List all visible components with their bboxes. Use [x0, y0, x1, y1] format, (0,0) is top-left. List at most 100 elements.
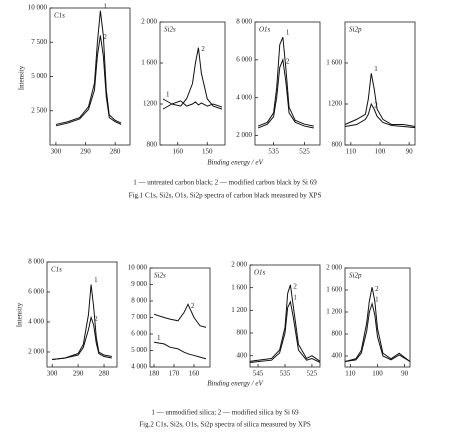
series-label: 2: [201, 45, 205, 53]
y-tick-label: 6 000: [236, 55, 252, 63]
panel-label: Si2p: [349, 272, 362, 280]
series-label: 2: [293, 282, 297, 290]
x-axis-label: Binding energy / eV: [207, 380, 263, 388]
spectrum-line: [344, 73, 416, 128]
figure-caption: Fig.2 C1s, Si2s, O1s, Si2p spectra of si…: [139, 421, 311, 429]
y-tick-label: 1 600: [326, 286, 342, 294]
series-label: 2: [374, 102, 378, 110]
x-tick-label: 160: [172, 148, 183, 156]
y-tick-label: 800: [332, 141, 343, 149]
series-label: 2: [94, 315, 98, 323]
y-tick-label: 2 000: [231, 261, 247, 269]
x-tick-label: 100: [375, 148, 386, 156]
series-label: 2: [375, 285, 379, 293]
series-label: 2: [103, 33, 107, 41]
y-tick-label: 5 000: [31, 72, 47, 80]
x-tick-label: 525: [299, 148, 310, 156]
panel-label: C1s: [54, 12, 65, 20]
y-tick-label: 8 000: [28, 258, 44, 266]
y-tick-label: 1 600: [326, 59, 342, 67]
plot-frame: [344, 267, 411, 368]
y-tick-label: 6 000: [131, 330, 147, 338]
x-tick-label: 290: [73, 370, 84, 378]
series-label: 2: [191, 302, 195, 310]
spectrum-line: [249, 284, 321, 362]
y-tick-label: 10 000: [28, 4, 48, 12]
series-label: 1: [166, 90, 170, 98]
spectrum-line: [344, 287, 411, 362]
x-tick-label: 535: [268, 148, 279, 156]
y-tick-label: 4 000: [131, 363, 147, 371]
y-tick-label: 2 000: [236, 131, 252, 139]
y-tick-label: 800: [147, 141, 158, 149]
y-tick-label: 2 500: [31, 106, 47, 114]
x-tick-label: 300: [47, 370, 58, 378]
x-tick-label: 535: [280, 370, 291, 378]
y-tick-label: 1 200: [231, 306, 247, 314]
x-tick-label: 280: [99, 370, 110, 378]
series-label: 1: [286, 29, 290, 37]
x-tick-label: 110: [346, 148, 357, 156]
series-label: 1: [293, 293, 297, 301]
y-tick-label: 10 000: [128, 264, 148, 272]
plot-frame: [249, 264, 321, 368]
y-tick-label: 5 000: [131, 346, 147, 354]
panel-label: O1s: [254, 269, 266, 277]
x-tick-label: 160: [189, 370, 200, 378]
x-axis-label: Binding energy / eV: [207, 159, 263, 167]
plot-frame: [254, 21, 321, 146]
spectrum-line: [162, 98, 223, 108]
series-label: 1: [375, 295, 379, 303]
y-tick-label: 6 000: [28, 288, 44, 296]
spectrum-line: [52, 315, 112, 360]
plot-frame: [159, 21, 226, 146]
y-tick-label: 8 000: [131, 297, 147, 305]
spectrum-line: [153, 341, 207, 360]
legend-note: 1 — unmodified silica; 2 — modified sili…: [151, 409, 299, 417]
y-tick-label: 800: [332, 330, 343, 338]
plot-frame: [46, 261, 118, 368]
y-tick-label: 1200: [143, 100, 158, 108]
x-tick-label: 110: [345, 370, 356, 378]
y-tick-label: 2 000: [141, 18, 157, 26]
series-label: 1: [103, 2, 107, 10]
spectrum-line: [249, 300, 321, 363]
spectrum-line: [344, 301, 411, 362]
x-tick-label: 280: [110, 148, 121, 156]
y-tick-label: 800: [237, 329, 248, 337]
x-tick-label: 100: [372, 370, 383, 378]
x-tick-label: 90: [401, 370, 409, 378]
panel-label: Si2s: [164, 26, 176, 34]
x-tick-label: 290: [80, 148, 91, 156]
spectrum-line: [52, 284, 112, 360]
y-tick-label: 1 200: [326, 308, 342, 316]
x-tick-label: 150: [202, 148, 213, 156]
y-tick-label: 2 000: [326, 264, 342, 272]
spectrum-line: [55, 35, 122, 127]
y-axis-label: Intensity: [16, 302, 24, 327]
x-tick-label: 170: [169, 370, 180, 378]
y-tick-label: 7 500: [31, 38, 47, 46]
y-tick-label: 400: [237, 351, 248, 359]
panel-label: C1s: [51, 266, 62, 274]
spectrum-line: [257, 36, 314, 127]
spectrum-line: [153, 303, 207, 328]
legend-note: 1 — untreated carbon black; 2 — modified…: [133, 179, 317, 187]
figure-caption: Fig.1 C1s, Si2s, O1s, Si2p spectra of ca…: [129, 192, 322, 200]
x-tick-label: 90: [406, 148, 414, 156]
y-tick-label: 9 000: [131, 280, 147, 288]
y-tick-label: 8 000: [236, 18, 252, 26]
x-tick-label: 300: [51, 148, 62, 156]
y-tick-label: 7 000: [131, 313, 147, 321]
series-label: 2: [286, 57, 290, 65]
y-tick-label: 1 600: [141, 59, 157, 67]
spectrum-line: [257, 57, 314, 129]
spectrum-line: [55, 10, 122, 125]
panel-label: O1s: [259, 26, 271, 34]
y-tick-label: 4 000: [236, 93, 252, 101]
spectrum-line: [344, 102, 416, 129]
y-tick-label: 2 000: [28, 348, 44, 356]
x-tick-label: 525: [307, 370, 318, 378]
panel-label: Si2p: [349, 26, 362, 34]
